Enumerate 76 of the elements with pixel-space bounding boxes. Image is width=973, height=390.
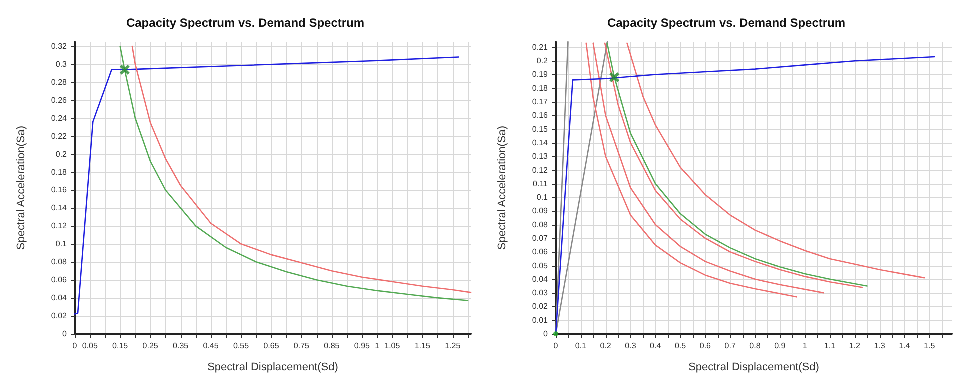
x-tick-label: 0.7 bbox=[724, 342, 736, 350]
x-tick-label: 1.3 bbox=[874, 342, 886, 350]
y-tick-label: 0.04 bbox=[532, 274, 549, 284]
y-tick-label: 0.17 bbox=[532, 98, 549, 107]
x-tick-label: 0.6 bbox=[700, 342, 712, 350]
x-tick-label: 1.4 bbox=[899, 342, 911, 350]
y-tick-label: 0.26 bbox=[51, 96, 68, 105]
x-tick-label: 0.65 bbox=[264, 342, 280, 350]
y-tick-label: 0.13 bbox=[532, 152, 549, 162]
y-tick-label: 0.06 bbox=[532, 248, 549, 257]
x-tick-label: 1.1 bbox=[824, 342, 836, 350]
y-tick-label: 0.06 bbox=[51, 276, 68, 285]
x-tick-label: 0.2 bbox=[600, 342, 612, 350]
y-axis-title: Spectral Acceleration(Sa) bbox=[496, 126, 508, 250]
y-tick-label: 0.08 bbox=[51, 258, 68, 267]
x-tick-label: 0.3 bbox=[625, 342, 637, 350]
y-tick-label: 0.03 bbox=[532, 288, 549, 298]
x-tick-label: 0.8 bbox=[750, 342, 762, 350]
x-tick-label: 0.85 bbox=[324, 342, 340, 350]
y-tick-label: 0.14 bbox=[532, 138, 549, 148]
y-tick-label: 0.04 bbox=[51, 294, 68, 303]
y-tick-label: 0.01 bbox=[532, 316, 549, 325]
x-tick-label: 1 bbox=[802, 342, 808, 350]
y-tick-label: 0.16 bbox=[532, 111, 549, 120]
x-tick-label: 1.25 bbox=[445, 342, 462, 350]
x-axis-title: Spectral Displacement(Sd) bbox=[208, 362, 338, 374]
x-tick-label: 1.2 bbox=[849, 342, 861, 350]
chart-title: Capacity Spectrum vs. Demand Spectrum bbox=[607, 16, 846, 30]
x-tick-label: 0.4 bbox=[650, 342, 662, 350]
y-tick-label: 0.09 bbox=[532, 206, 549, 216]
x-tick-label: 1.15 bbox=[414, 342, 431, 350]
y-tick-label: 0.3 bbox=[56, 60, 68, 69]
y-tick-label: 0.11 bbox=[533, 179, 549, 188]
y-tick-label: 0.2 bbox=[536, 56, 549, 66]
y-tick-label: 0.12 bbox=[532, 166, 549, 175]
y-tick-label: 0.21 bbox=[532, 42, 549, 52]
y-tick-label: 0.28 bbox=[51, 78, 68, 87]
y-tick-label: 0.16 bbox=[51, 186, 68, 195]
x-tick-label: 0.9 bbox=[774, 342, 786, 350]
x-tick-label: 0.25 bbox=[142, 342, 159, 350]
y-tick-label: 0.12 bbox=[51, 222, 68, 231]
x-tick-label: 0.95 bbox=[354, 342, 371, 350]
y-tick-label: 0.22 bbox=[51, 132, 68, 141]
y-tick-label: 0.2 bbox=[56, 150, 68, 159]
x-tick-label: 0.05 bbox=[82, 342, 98, 350]
y-tick-label: 0.18 bbox=[532, 84, 549, 93]
y-tick-label: 0.15 bbox=[532, 124, 549, 134]
y-tick-label: 0.24 bbox=[51, 114, 68, 123]
y-tick-label: 0.18 bbox=[51, 168, 68, 177]
x-tick-label: 1.5 bbox=[924, 342, 936, 350]
x-tick-label: 0.15 bbox=[112, 342, 129, 350]
y-tick-label: 0 bbox=[544, 330, 549, 338]
y-axis-title: Spectral Acceleration(Sa) bbox=[16, 126, 28, 250]
y-tick-label: 0 bbox=[62, 330, 68, 338]
y-tick-label: 0.07 bbox=[532, 234, 549, 243]
y-tick-label: 0.02 bbox=[51, 312, 68, 321]
x-tick-label: 1.05 bbox=[384, 342, 401, 350]
y-tick-label: 0.32 bbox=[51, 42, 68, 51]
x-tick-label: 0.1 bbox=[575, 342, 588, 350]
x-tick-label: 0 bbox=[554, 342, 559, 350]
x-tick-label: 0.75 bbox=[294, 342, 310, 350]
y-tick-label: 0.02 bbox=[532, 302, 549, 312]
x-axis-title: Spectral Displacement(Sd) bbox=[688, 362, 820, 374]
x-tick-label: 0 bbox=[72, 342, 78, 350]
chart-title: Capacity Spectrum vs. Demand Spectrum bbox=[126, 16, 365, 30]
y-tick-label: 0.05 bbox=[532, 261, 549, 270]
y-tick-label: 0.19 bbox=[532, 70, 549, 80]
y-tick-label: 0.1 bbox=[56, 240, 68, 249]
y-tick-label: 0.08 bbox=[532, 220, 549, 230]
x-tick-label: 0.45 bbox=[203, 342, 220, 350]
y-tick-label: 0.14 bbox=[51, 204, 68, 213]
x-tick-label: 0.35 bbox=[173, 342, 190, 350]
y-tick-label: 0.1 bbox=[536, 193, 549, 202]
x-tick-label: 0.5 bbox=[674, 342, 687, 350]
x-tick-label: 1 bbox=[375, 342, 380, 350]
x-tick-label: 0.55 bbox=[233, 342, 250, 350]
